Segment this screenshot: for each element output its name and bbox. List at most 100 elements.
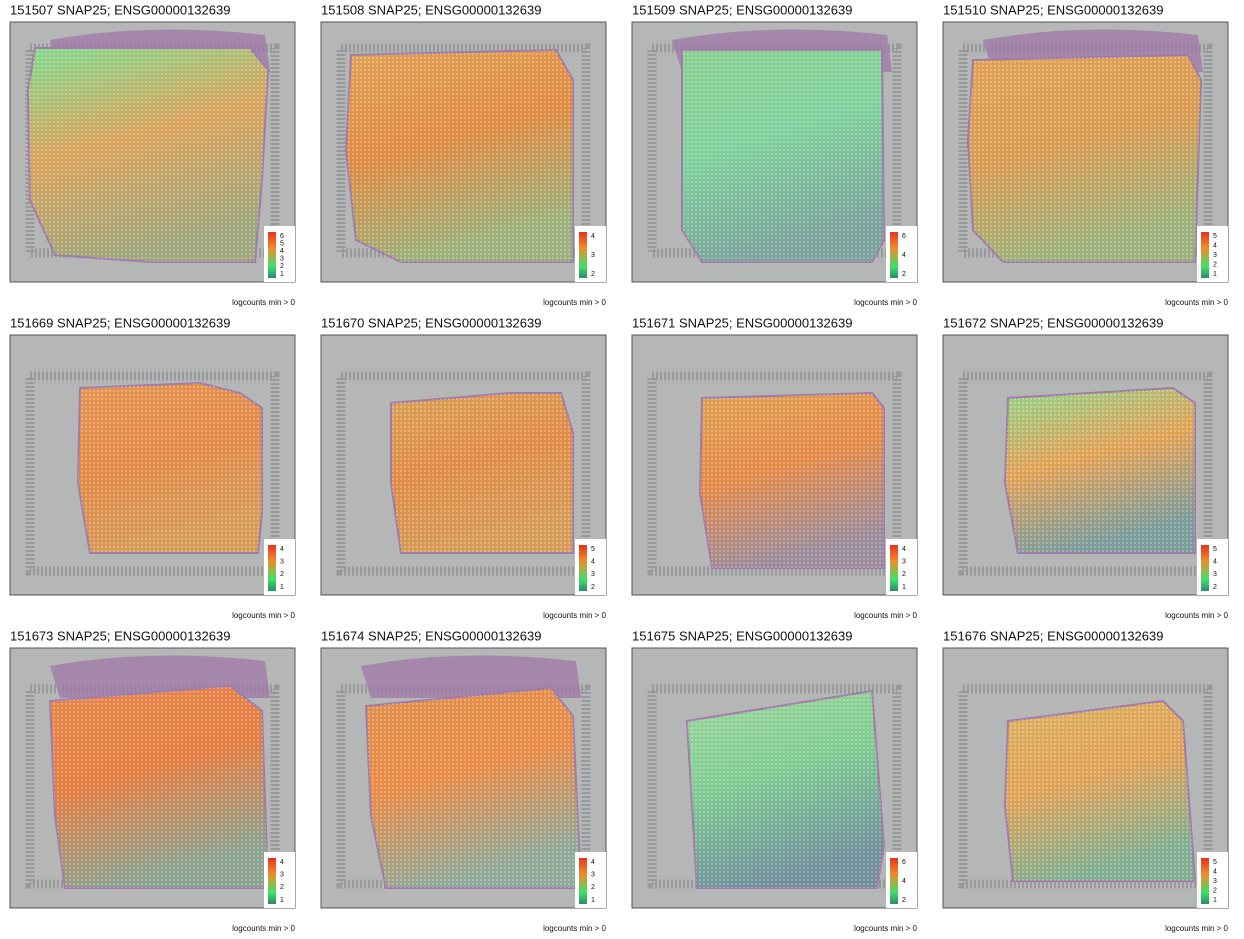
spot-texture (366, 688, 581, 888)
legend-tick-label: 2 (1213, 261, 1217, 268)
legend-tick-label: 1 (280, 271, 284, 278)
legend-caption: logcounts min > 0 (543, 298, 606, 307)
plot-panel: 151509 SNAP25; ENSG00000132639 6 4 2 logcoun… (631, 2, 918, 307)
legend-tick-label: 2 (902, 271, 906, 278)
plot-panel: 151669 SNAP25; ENSG00000132639 4 3 2 1 logcou… (9, 315, 296, 620)
colorbar (890, 232, 898, 278)
colorbar (579, 545, 587, 591)
legend-caption: logcounts min > 0 (1165, 611, 1228, 620)
legend-tick-label: 3 (1213, 571, 1217, 578)
legend-tick-label: 3 (280, 872, 284, 879)
spot-texture (1005, 701, 1195, 881)
legend-tick-label: 2 (1213, 584, 1217, 591)
plot-panel: 151676 SNAP25; ENSG00000132639 5 4 3 2 1 logco… (942, 628, 1229, 933)
legend-tick-label: 1 (1213, 271, 1217, 278)
legend-tick-label: 4 (902, 878, 906, 885)
legend-tick-label: 2 (280, 884, 284, 891)
plot-panel: 151510 SNAP25; ENSG00000132639 5 4 3 2 1 logco… (942, 2, 1229, 307)
legend-tick-label: 6 (902, 233, 906, 240)
colorbar (1201, 232, 1209, 278)
spot-texture (1005, 388, 1195, 553)
spot-texture (687, 691, 884, 888)
legend-tick-label: 5 (280, 240, 284, 247)
panel-title: 151508 SNAP25; ENSG00000132639 (321, 2, 541, 17)
legend-caption: logcounts min > 0 (543, 611, 606, 620)
legend-caption: logcounts min > 0 (854, 924, 917, 933)
legend-caption: logcounts min > 0 (1165, 298, 1228, 307)
legend-tick-label: 5 (1213, 233, 1217, 240)
colorbar (890, 858, 898, 904)
legend-tick-label: 4 (591, 559, 595, 566)
panel-title: 151674 SNAP25; ENSG00000132639 (321, 628, 541, 643)
legend-caption: logcounts min > 0 (1165, 924, 1228, 933)
legend-tick-label: 6 (280, 233, 284, 240)
legend-tick-label: 1 (280, 584, 284, 591)
panel-title: 151671 SNAP25; ENSG00000132639 (632, 315, 852, 330)
legend-tick-label: 2 (280, 263, 284, 270)
legend-caption: logcounts min > 0 (232, 611, 295, 620)
tissue-edge (361, 655, 581, 698)
legend-tick-label: 2 (591, 584, 595, 591)
spot-texture (391, 393, 573, 553)
plot-panel: 151672 SNAP25; ENSG00000132639 5 4 3 2 logcou… (942, 315, 1229, 620)
spot-texture (700, 393, 884, 568)
plot-panel: 151673 SNAP25; ENSG00000132639 4 3 2 1 logcou… (9, 628, 296, 933)
legend-tick-label: 3 (902, 559, 906, 566)
panel-title: 151670 SNAP25; ENSG00000132639 (321, 315, 541, 330)
legend-tick-label: 4 (1213, 559, 1217, 566)
colorbar (1201, 545, 1209, 591)
plot-panel: 151674 SNAP25; ENSG00000132639 4 3 2 1 logcou… (320, 628, 607, 933)
legend-tick-label: 4 (902, 252, 906, 259)
panel-title: 151507 SNAP25; ENSG00000132639 (10, 2, 230, 17)
legend-tick-label: 4 (902, 546, 906, 553)
legend-tick-label: 5 (1213, 859, 1217, 866)
legend-tick-label: 3 (591, 571, 595, 578)
legend-tick-label: 3 (1213, 252, 1217, 259)
plot-panel: 151671 SNAP25; ENSG00000132639 4 3 2 1 logcou… (631, 315, 918, 620)
legend-tick-label: 1 (1213, 897, 1217, 904)
plot-panel: 151670 SNAP25; ENSG00000132639 5 4 3 2 logcou… (320, 315, 607, 620)
legend-tick-label: 4 (1213, 868, 1217, 875)
legend-tick-label: 4 (280, 859, 284, 866)
panel-title: 151509 SNAP25; ENSG00000132639 (632, 2, 852, 17)
colorbar (579, 858, 587, 904)
legend-caption: logcounts min > 0 (854, 611, 917, 620)
spot-texture (28, 48, 268, 262)
colorbar (890, 545, 898, 591)
legend-caption: logcounts min > 0 (232, 298, 295, 307)
legend-caption: logcounts min > 0 (854, 298, 917, 307)
spot-texture (346, 50, 573, 262)
legend-tick-label: 2 (902, 897, 906, 904)
legend-tick-label: 2 (591, 271, 595, 278)
spot-texture (78, 383, 262, 553)
colorbar (1201, 858, 1209, 904)
panel-title: 151510 SNAP25; ENSG00000132639 (943, 2, 1163, 17)
legend-tick-label: 4 (591, 859, 595, 866)
plot-panel: 151508 SNAP25; ENSG00000132639 4 3 2 logcoun… (320, 2, 607, 307)
legend-tick-label: 4 (280, 546, 284, 553)
legend-tick-label: 1 (902, 584, 906, 591)
legend-caption: logcounts min > 0 (232, 924, 295, 933)
legend-tick-label: 3 (591, 872, 595, 879)
legend-tick-label: 4 (1213, 242, 1217, 249)
legend-tick-label: 2 (591, 884, 595, 891)
panel-title: 151672 SNAP25; ENSG00000132639 (943, 315, 1163, 330)
colorbar (268, 232, 276, 278)
legend-caption: logcounts min > 0 (543, 924, 606, 933)
legend-tick-label: 4 (280, 248, 284, 255)
spot-texture (50, 686, 268, 888)
legend-tick-label: 3 (280, 256, 284, 263)
legend-tick-label: 6 (902, 859, 906, 866)
legend-tick-label: 5 (1213, 546, 1217, 553)
spot-texture (968, 55, 1201, 262)
panel-title: 151669 SNAP25; ENSG00000132639 (10, 315, 230, 330)
legend-tick-label: 3 (1213, 878, 1217, 885)
spot-texture (682, 50, 884, 262)
legend-tick-label: 2 (1213, 887, 1217, 894)
legend-tick-label: 2 (902, 571, 906, 578)
legend-tick-label: 3 (280, 559, 284, 566)
colorbar (268, 545, 276, 591)
panel-title: 151675 SNAP25; ENSG00000132639 (632, 628, 852, 643)
